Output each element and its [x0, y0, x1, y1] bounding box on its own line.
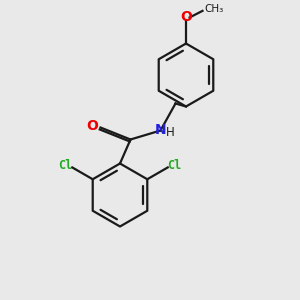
Text: Cl: Cl — [167, 159, 182, 172]
Text: H: H — [166, 126, 175, 140]
Text: N: N — [155, 124, 166, 137]
Text: Cl: Cl — [58, 159, 73, 172]
Text: CH₃: CH₃ — [204, 4, 223, 14]
Text: O: O — [180, 11, 192, 25]
Text: O: O — [86, 119, 98, 133]
